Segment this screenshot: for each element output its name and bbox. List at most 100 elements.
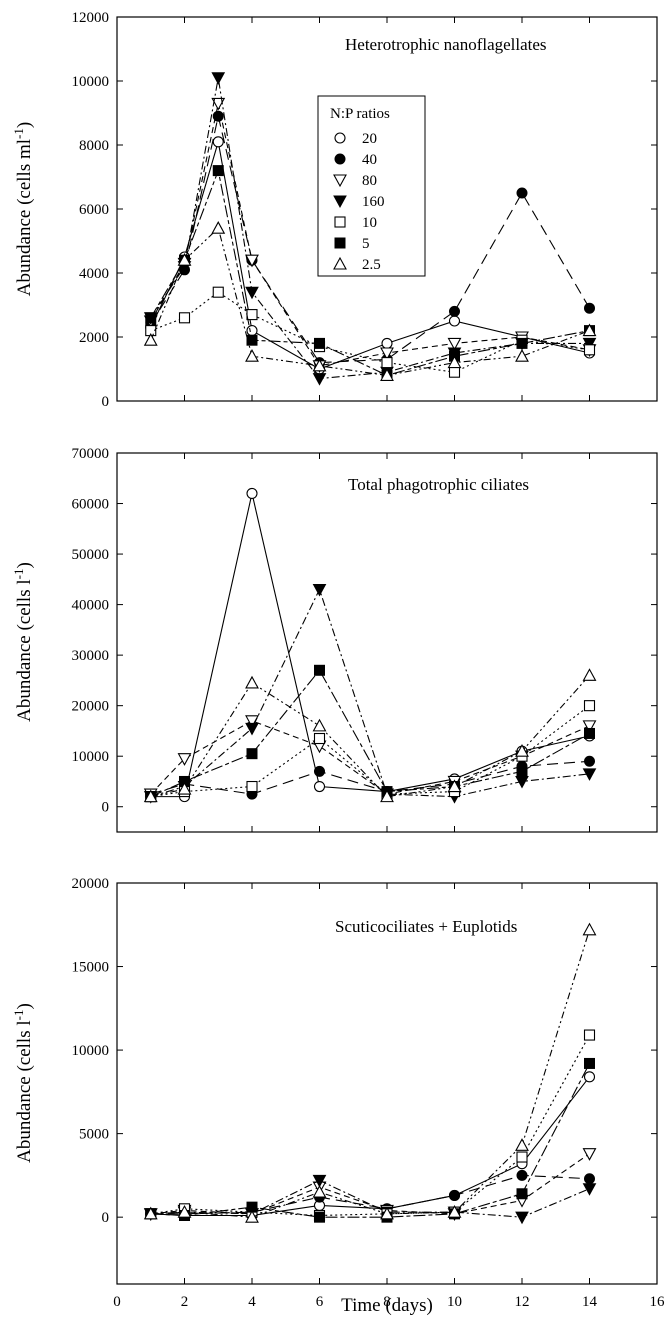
data-point (212, 136, 224, 148)
data-point (245, 349, 259, 362)
data-point (314, 664, 325, 676)
legend-marker (334, 216, 346, 228)
legend-label: 5 (362, 236, 370, 252)
data-point (313, 732, 326, 745)
series-line (150, 103, 590, 367)
y-tick-label: 2000 (79, 330, 109, 346)
series-2.5 (143, 221, 597, 381)
data-point (312, 1174, 327, 1188)
data-point (211, 97, 226, 111)
series-80 (143, 1148, 597, 1221)
legend-marker (334, 153, 346, 165)
data-point (245, 1210, 259, 1223)
y-tick-label: 4000 (79, 266, 109, 282)
y-axis-label: Abundance (cells ml-1) (11, 122, 35, 296)
legend-marker (334, 237, 346, 249)
data-point (246, 780, 258, 793)
series-line (150, 1063, 590, 1218)
data-point (447, 779, 462, 793)
legend-title: N:P ratios (330, 106, 390, 122)
data-point (245, 722, 259, 736)
data-point (449, 305, 460, 317)
data-point (516, 1151, 528, 1163)
data-point (584, 1057, 595, 1069)
series-2.5 (143, 922, 597, 1223)
y-tick-label: 8000 (79, 138, 109, 154)
data-point (447, 337, 462, 351)
legend-label: 10 (362, 215, 377, 231)
y-tick-label: 15000 (72, 960, 110, 976)
data-point (516, 765, 528, 777)
data-point (515, 1138, 529, 1151)
y-tick-label: 0 (102, 800, 110, 816)
data-point (582, 337, 597, 351)
y-tick-label: 10000 (72, 1043, 110, 1059)
data-point (582, 922, 597, 936)
x-axis-label: Time (days) (341, 1295, 433, 1316)
y-tick-label: 5000 (79, 1127, 109, 1143)
data-point (516, 1169, 528, 1181)
series-line (150, 1174, 590, 1215)
series-line (150, 291, 590, 373)
data-point (380, 789, 394, 803)
legend-marker (333, 195, 347, 209)
y-tick-label: 10000 (72, 74, 110, 90)
data-point (245, 675, 259, 689)
y-tick-label: 0 (102, 394, 110, 410)
data-point (314, 1211, 325, 1223)
data-point (312, 583, 327, 597)
data-point (245, 286, 259, 300)
data-point (515, 743, 529, 757)
data-point (177, 1205, 192, 1218)
panel-title: Heterotrophic nanoflagellates (345, 35, 547, 54)
series-line (150, 760, 590, 795)
data-point (381, 357, 393, 369)
data-point (380, 1206, 394, 1220)
data-point (582, 768, 597, 781)
data-point (212, 165, 224, 177)
series-line (150, 720, 590, 795)
data-point (246, 334, 258, 346)
legend-marker (334, 132, 346, 144)
y-axis-label: Abundance (cells l-1) (11, 562, 35, 722)
series-2.5 (143, 668, 597, 803)
data-point (583, 1029, 596, 1041)
data-point (583, 1071, 596, 1083)
data-point (515, 1211, 529, 1225)
x-tick-label: 2 (181, 1294, 189, 1310)
legend-marker (333, 256, 347, 270)
data-point (584, 302, 595, 314)
x-tick-label: 12 (515, 1294, 530, 1310)
legend-label: 40 (362, 152, 377, 168)
data-point (312, 1184, 327, 1198)
data-point (143, 789, 158, 803)
legend-label: 160 (362, 194, 385, 210)
data-point (582, 720, 597, 734)
y-axis-label: Abundance (cells l-1) (11, 1003, 35, 1163)
series-line (150, 705, 590, 798)
series-line (150, 674, 590, 798)
data-point (177, 781, 192, 795)
data-point (582, 1183, 597, 1196)
y-tick-label: 20000 (72, 699, 110, 715)
y-tick-label: 30000 (72, 648, 110, 664)
data-point (516, 337, 528, 349)
data-point (313, 780, 326, 793)
panel-1: 0 2000 4000 6000 8000 10000 12000 Abundance (ce… (11, 10, 658, 410)
data-point (177, 753, 192, 766)
panel-title: Total phagotrophic ciliates (348, 475, 529, 494)
plot-frame (116, 882, 658, 1285)
series-line (150, 1153, 590, 1215)
series-line (150, 1179, 590, 1218)
x-tick-label: 16 (650, 1294, 666, 1310)
data-point (381, 337, 393, 349)
data-point (516, 187, 528, 199)
data-point (582, 323, 597, 337)
data-point (312, 373, 327, 386)
data-point (246, 748, 258, 760)
data-point (582, 668, 597, 681)
data-point (312, 358, 327, 372)
data-point (143, 333, 158, 346)
x-tick-label: 8 (383, 1294, 391, 1310)
data-point (212, 286, 224, 298)
